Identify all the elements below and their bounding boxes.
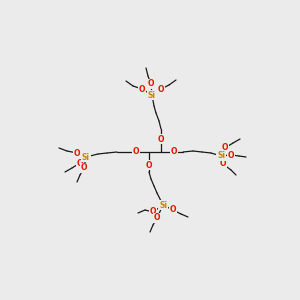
Text: Si: Si [148,91,156,100]
Text: O: O [158,134,164,143]
Text: Si: Si [159,200,167,209]
Text: Si: Si [82,152,90,161]
Text: O: O [146,160,152,169]
Text: O: O [81,164,87,172]
Text: O: O [77,158,83,167]
Text: O: O [133,148,139,157]
Text: O: O [148,80,154,88]
Text: O: O [74,148,80,158]
Text: O: O [228,151,234,160]
Text: O: O [154,214,160,223]
Text: Si: Si [217,152,225,160]
Text: O: O [139,85,145,94]
Text: O: O [150,208,156,217]
Text: O: O [171,148,177,157]
Text: O: O [220,160,226,169]
Text: O: O [222,143,228,152]
Text: O: O [158,85,164,94]
Text: O: O [170,206,176,214]
